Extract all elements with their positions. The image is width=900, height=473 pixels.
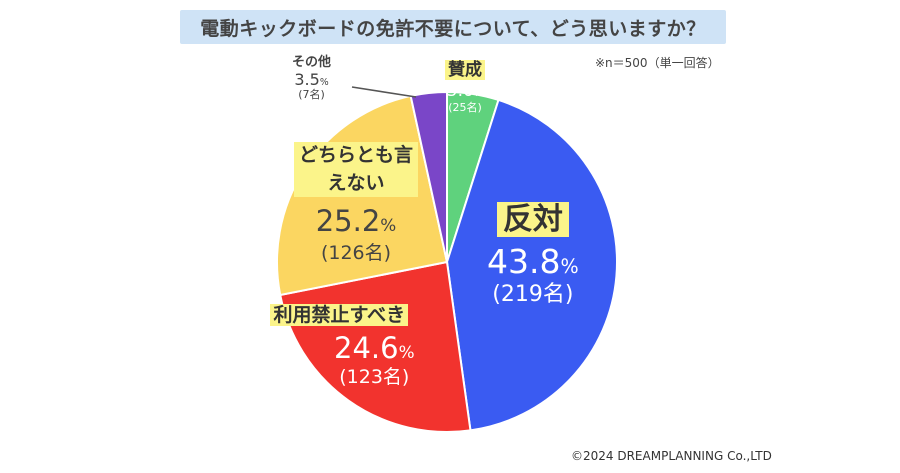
- slice-label-agree: 賛成 5.0% (25名): [445, 60, 485, 114]
- neutral-unit: %: [380, 215, 397, 236]
- pie-slice-oppose: [445, 98, 618, 432]
- label-neutral-name: どちらとも言えない: [294, 142, 418, 198]
- slice-label-neutral: どちらとも言えない 25.2% (126名): [294, 142, 418, 265]
- label-other-name: その他: [292, 55, 332, 70]
- label-agree-name: 賛成: [445, 60, 485, 80]
- label-oppose-name: 反対: [496, 202, 569, 237]
- label-agree-value: 5.0%: [445, 81, 485, 102]
- agree-unit: %: [473, 88, 484, 100]
- sample-note: ※n＝500（単一回答）: [595, 56, 720, 70]
- chart-title: 電動キックボードの免許不要について、どう思いますか？: [180, 10, 726, 44]
- agree-value: 5.0: [446, 81, 474, 102]
- label-neutral-count: (126名): [320, 241, 392, 264]
- other-unit: %: [319, 76, 329, 88]
- ban-unit: %: [398, 341, 415, 362]
- label-ban-value: 24.6%: [264, 331, 415, 366]
- label-ban-count: (123名): [339, 365, 410, 388]
- copyright: ©2024 DREAMPLANNING Co.,LTD: [571, 449, 772, 463]
- label-oppose-value: 43.8%: [487, 242, 579, 282]
- slice-label-ban: 利用禁止すべき 24.6% (123名): [264, 304, 415, 388]
- other-leader-line: [351, 86, 417, 98]
- ban-value: 24.6: [334, 330, 399, 365]
- slice-label-other: その他 3.5% (7名): [292, 55, 332, 102]
- other-value: 3.5: [294, 69, 320, 89]
- label-other-value: 3.5%: [292, 69, 331, 89]
- label-ban-name: 利用禁止すべき: [270, 304, 409, 326]
- label-agree-count: (25名): [448, 100, 482, 114]
- label-neutral-value: 25.2%: [294, 203, 418, 241]
- oppose-unit: %: [560, 255, 579, 278]
- slice-label-oppose: 反対 43.8% (219名): [487, 202, 579, 308]
- neutral-value: 25.2: [315, 204, 381, 239]
- label-other-count: (7名): [298, 88, 325, 102]
- oppose-value: 43.8: [487, 242, 561, 281]
- label-oppose-count: (219名): [492, 281, 574, 307]
